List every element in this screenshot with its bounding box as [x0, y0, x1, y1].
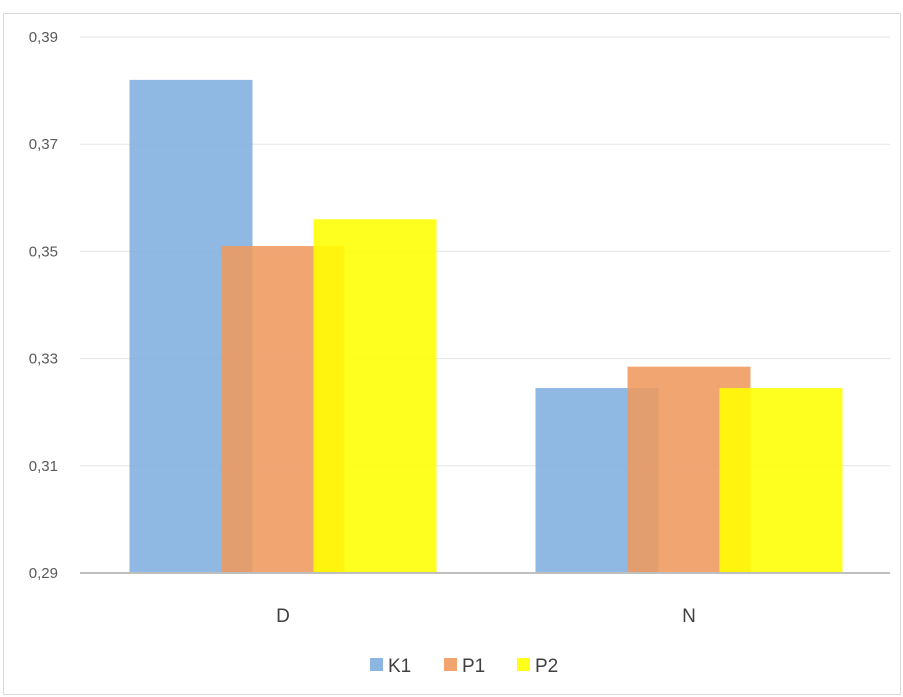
legend-swatch-k1: [370, 658, 383, 671]
y-tick-label: 0,37: [29, 136, 58, 153]
y-tick-label: 0,35: [29, 243, 58, 260]
legend-label-p2: P2: [535, 656, 558, 677]
legend-swatch-p2: [517, 658, 530, 671]
y-tick-label: 0,29: [29, 565, 58, 582]
x-category-label: N: [682, 606, 696, 627]
y-tick-label: 0,33: [29, 351, 58, 368]
axes: 0,29 0,31 0,33 0,35 0,37 0,39 D N: [29, 29, 890, 627]
legend-label-p1: P1: [462, 656, 485, 677]
bars: [129, 79, 843, 574]
y-tick-label: 0,39: [29, 29, 58, 46]
x-category-label: D: [276, 606, 290, 627]
legend-label-k1: K1: [388, 656, 411, 677]
y-tick-label: 0,31: [29, 458, 58, 475]
legend: K1 P1 P2: [370, 656, 558, 677]
bar-p2-n: [719, 388, 843, 573]
bar-p2-d: [313, 219, 437, 574]
legend-swatch-p1: [444, 658, 457, 671]
